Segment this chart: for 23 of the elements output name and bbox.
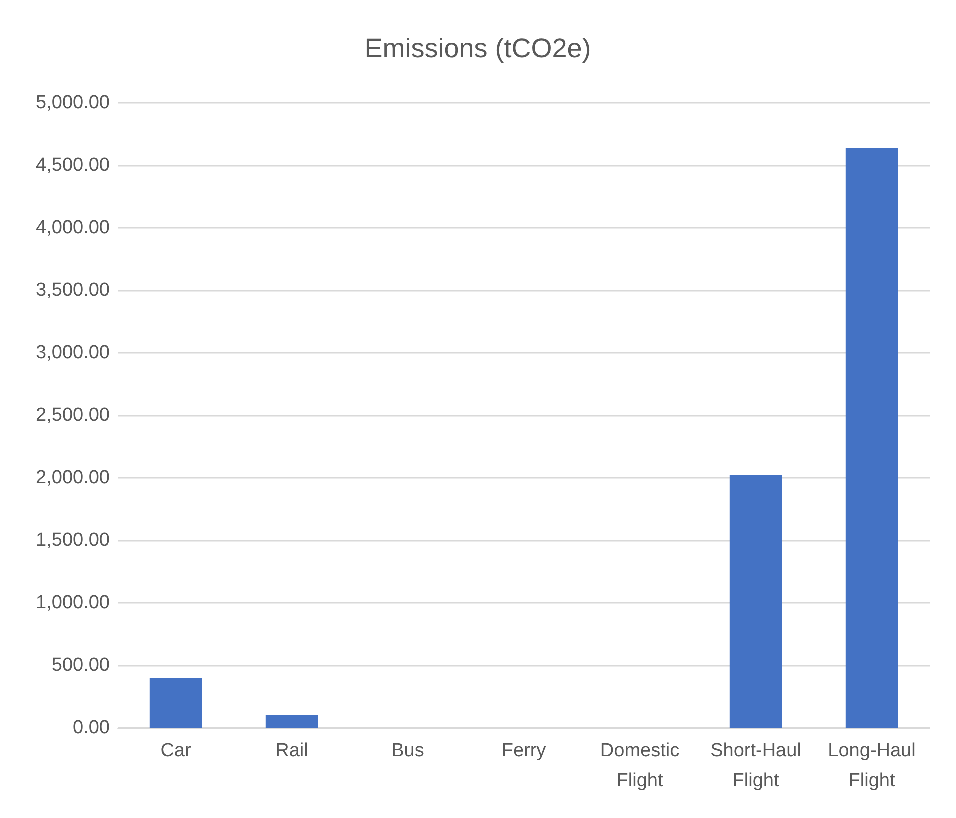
- chart-title: Emissions (tCO2e): [364, 34, 592, 64]
- y-tick-label: 500.00: [52, 655, 110, 676]
- x-tick-label: Domestic Flight: [600, 740, 680, 792]
- y-tick-label: 3,000.00: [36, 342, 110, 364]
- x-tick-label: Ferry: [502, 740, 547, 762]
- x-tick-label: Long-Haul Flight: [828, 740, 916, 792]
- y-tick-label: 2,500.00: [36, 405, 110, 426]
- y-tick-label: 1,000.00: [36, 592, 110, 614]
- y-tick-label: 1,500.00: [36, 530, 110, 551]
- x-tick-label: Bus: [392, 740, 424, 762]
- y-tick-label: 4,500.00: [36, 155, 110, 176]
- x-tick-label: Rail: [276, 740, 308, 762]
- y-tick-label: 0.00: [73, 718, 110, 738]
- bar: [730, 476, 782, 728]
- bar: [846, 148, 898, 728]
- x-tick-label: Car: [160, 740, 192, 762]
- bar: [266, 715, 318, 728]
- y-tick-label: 4,000.00: [36, 218, 110, 238]
- y-tick-label: 3,500.00: [36, 280, 110, 301]
- y-tick-label: 2,000.00: [36, 468, 110, 488]
- y-tick-label: 5,000.00: [36, 92, 110, 114]
- x-tick-label: Short-Haul Flight: [710, 740, 802, 792]
- bar: [150, 678, 202, 728]
